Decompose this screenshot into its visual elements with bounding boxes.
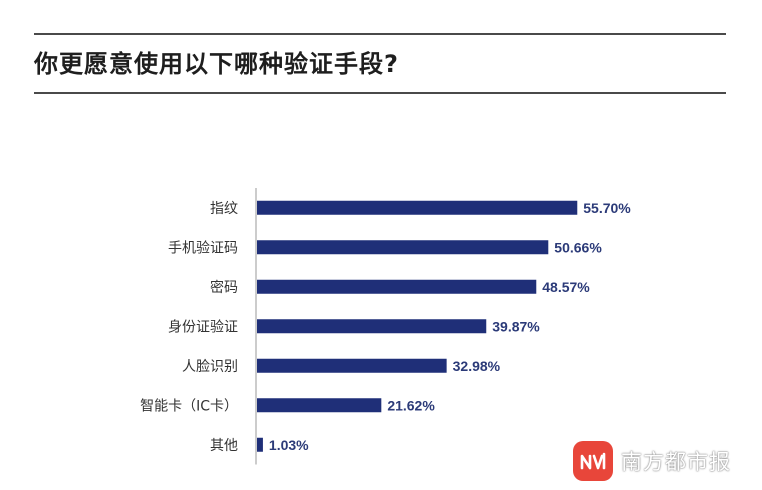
watermark-text: 南方都市报 xyxy=(621,450,731,474)
top-rule xyxy=(34,33,726,35)
value-label: 55.70% xyxy=(583,200,631,216)
bar xyxy=(257,279,537,294)
bar xyxy=(257,200,578,215)
bar xyxy=(257,319,487,334)
category-label: 人脸识别 xyxy=(182,359,238,375)
value-label: 50.66% xyxy=(554,239,602,255)
nandu-logo-icon xyxy=(573,441,613,481)
category-label: 手机验证码 xyxy=(168,240,238,256)
bar xyxy=(257,240,549,255)
bar xyxy=(257,437,263,452)
category-label: 智能卡（IC卡） xyxy=(140,398,238,414)
value-label: 21.62% xyxy=(387,397,435,413)
bar xyxy=(257,358,447,373)
bar xyxy=(257,398,382,413)
title-underline-rule xyxy=(34,92,726,94)
category-label: 身份证验证 xyxy=(168,319,238,335)
value-label: 48.57% xyxy=(542,279,590,295)
value-label: 39.87% xyxy=(492,318,540,334)
category-label: 其他 xyxy=(210,438,238,454)
value-label: 1.03% xyxy=(269,437,309,453)
value-label: 32.98% xyxy=(453,358,501,374)
watermark: 南方都市报 xyxy=(573,441,731,481)
chart-title: 你更愿意使用以下哪种验证手段? xyxy=(34,50,399,78)
category-label: 指纹 xyxy=(210,201,238,217)
category-label: 密码 xyxy=(210,279,238,296)
